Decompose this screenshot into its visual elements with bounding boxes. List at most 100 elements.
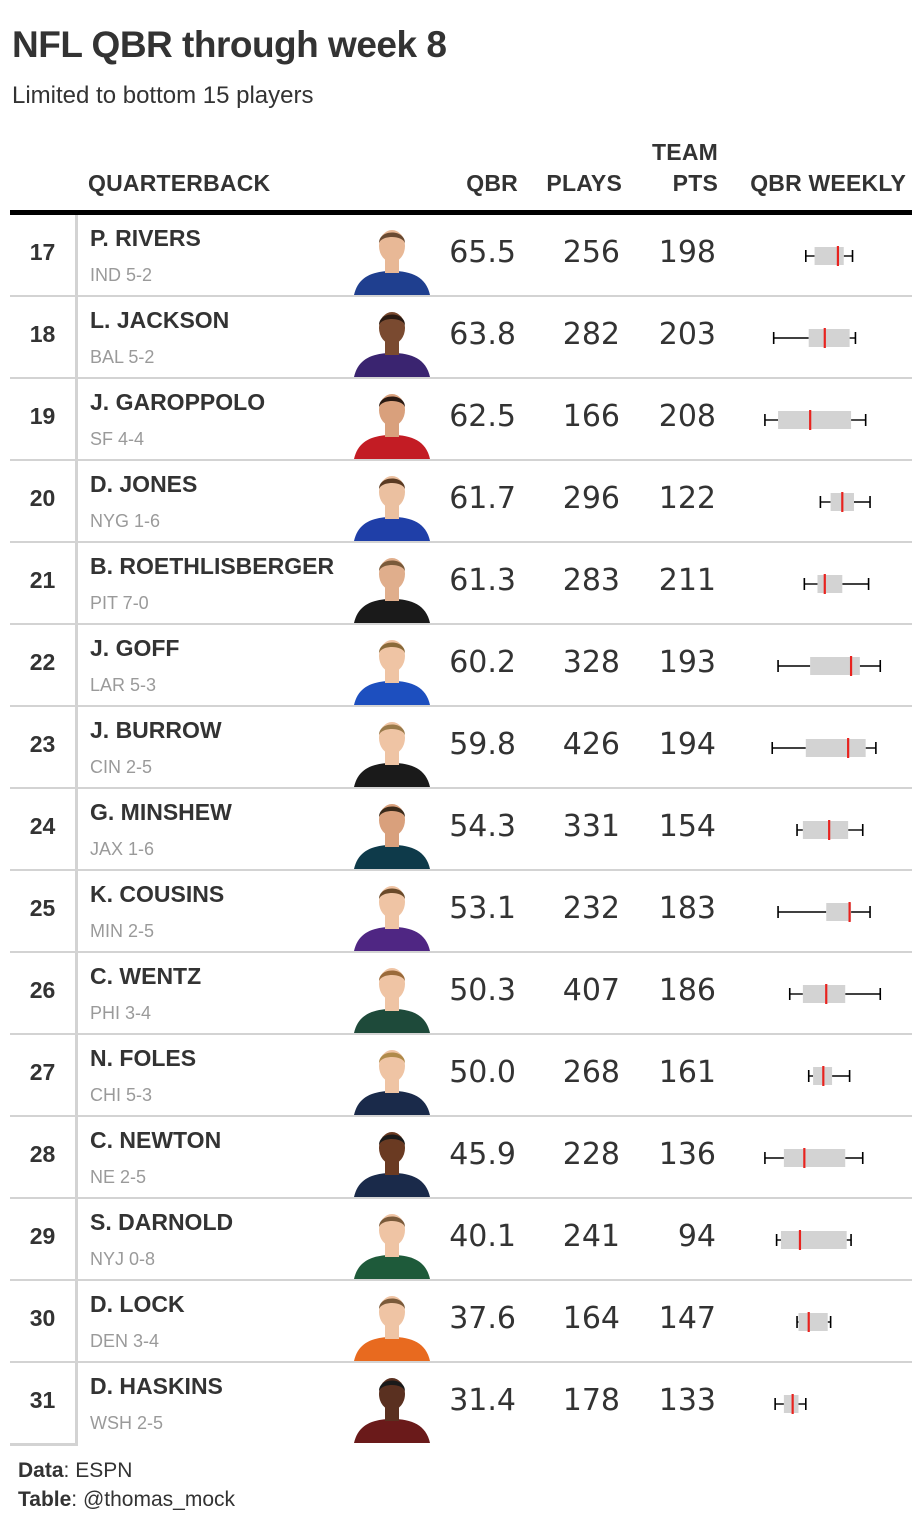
header-team-line2: PTS — [672, 170, 718, 196]
player-name: J. GAROPPOLO — [90, 389, 266, 415]
headshot-neck — [385, 1243, 399, 1257]
plays-value: 282 — [562, 317, 620, 352]
player-team-record: IND 5-2 — [90, 265, 153, 285]
player-name: D. HASKINS — [90, 1373, 223, 1399]
row-divider — [10, 1197, 912, 1199]
headshot-hair — [379, 724, 405, 735]
headshot-jersey — [354, 1009, 430, 1033]
qbr-weekly-boxplot — [777, 902, 871, 922]
player-name: B. ROETHLISBERGER — [90, 553, 335, 579]
team-points-value: 198 — [658, 235, 716, 270]
boxplot-iqr-box — [826, 903, 852, 921]
headshot-neck — [385, 669, 399, 683]
header-quarterback: QUARTERBACK — [88, 170, 271, 196]
footer-data-value: : ESPN — [63, 1459, 133, 1482]
header-qbr: QBR — [466, 170, 518, 196]
headshot-hair — [379, 1052, 405, 1063]
player-headshot — [354, 558, 430, 623]
headshot-neck — [385, 1161, 399, 1175]
row-divider — [10, 869, 912, 871]
player-rank: 24 — [29, 813, 56, 839]
qbr-value: 40.1 — [449, 1219, 516, 1254]
player-name: D. JONES — [90, 471, 198, 497]
headshot-jersey — [354, 599, 430, 623]
player-name: S. DARNOLD — [90, 1209, 234, 1235]
row-divider — [10, 1279, 912, 1281]
player-headshot — [354, 1214, 430, 1279]
table-row: 24 G. MINSHEW JAX 1-6 54.3 331 154 — [10, 789, 912, 871]
plays-value: 256 — [562, 235, 620, 270]
header-team-line1: TEAM — [652, 139, 718, 165]
table-row: 25 K. COUSINS MIN 2-5 53.1 232 183 — [10, 871, 912, 953]
headshot-hair — [379, 642, 405, 653]
team-points-value: 183 — [658, 891, 716, 926]
chart-title: NFL QBR through week 8 — [12, 24, 447, 65]
player-rank: 20 — [29, 485, 56, 511]
player-headshot — [354, 230, 430, 295]
headshot-face — [379, 1214, 405, 1246]
player-name: K. COUSINS — [90, 881, 225, 907]
qbr-value: 45.9 — [449, 1137, 516, 1172]
qbr-value: 60.2 — [449, 645, 516, 680]
player-team-record: PHI 3-4 — [90, 1003, 152, 1023]
qbr-weekly-boxplot — [777, 656, 882, 676]
team-points-value: 122 — [658, 481, 716, 516]
headshot-hair — [379, 396, 405, 407]
boxplot-iqr-box — [810, 657, 860, 675]
row-divider — [10, 787, 912, 789]
player-team-record: PIT 7-0 — [90, 593, 149, 613]
table-row: 18 L. JACKSON BAL 5-2 63.8 282 203 — [10, 297, 912, 379]
headshot-hair — [379, 888, 405, 899]
headshot-hair — [379, 1298, 405, 1309]
table-row: 21 B. ROETHLISBERGER PIT 7-0 61.3 283 211 — [10, 543, 912, 625]
headshot-neck — [385, 259, 399, 273]
row-divider — [10, 459, 912, 461]
headshot-face — [379, 1132, 405, 1164]
row-divider — [10, 295, 912, 297]
headshot-face — [379, 394, 405, 426]
player-rank: 23 — [29, 731, 56, 757]
headshot-neck — [385, 833, 399, 847]
player-rank: 25 — [29, 895, 56, 921]
footer-table-value: : @thomas_mock — [71, 1488, 236, 1511]
player-rank: 28 — [29, 1141, 56, 1167]
player-headshot — [354, 1296, 430, 1361]
rank-column-divider — [75, 215, 78, 1446]
table-row: 27 N. FOLES CHI 5-3 50.0 268 161 — [10, 1035, 912, 1117]
row-divider — [10, 951, 912, 953]
row-divider — [10, 705, 912, 707]
player-team-record: NYJ 0-8 — [90, 1249, 156, 1269]
qbr-weekly-boxplot — [772, 328, 857, 348]
qbr-value: 65.5 — [449, 235, 516, 270]
qbr-value: 53.1 — [449, 891, 516, 926]
qbr-weekly-boxplot — [803, 574, 870, 594]
boxplot-iqr-box — [814, 247, 844, 265]
headshot-jersey — [354, 845, 430, 869]
player-headshot — [354, 722, 430, 787]
plays-value: 232 — [562, 891, 620, 926]
headshot-jersey — [354, 1255, 430, 1279]
team-points-value: 147 — [658, 1301, 716, 1336]
qbr-value: 63.8 — [449, 317, 516, 352]
headshot-neck — [385, 423, 399, 437]
boxplot-iqr-box — [780, 1231, 847, 1249]
table-row: 19 J. GAROPPOLO SF 4-4 62.5 166 208 — [10, 379, 912, 461]
player-rank: 17 — [29, 239, 56, 265]
headshot-face — [379, 476, 405, 508]
qbr-weekly-boxplot — [774, 1394, 807, 1414]
table-row: 31 D. HASKINS WSH 2-5 31.4 178 133 — [10, 1363, 912, 1445]
plays-value: 426 — [562, 727, 620, 762]
headshot-face — [379, 558, 405, 590]
row-divider — [10, 1115, 912, 1117]
player-name: P. RIVERS — [90, 225, 201, 251]
table-row: 30 D. LOCK DEN 3-4 37.6 164 147 — [10, 1281, 912, 1363]
headshot-neck — [385, 587, 399, 601]
headshot-hair — [379, 806, 405, 817]
qbr-value: 37.6 — [449, 1301, 516, 1336]
headshot-face — [379, 1378, 405, 1410]
headshot-hair — [379, 232, 405, 243]
footer-table-credit: Table: @thomas_mock — [18, 1488, 235, 1512]
qbr-weekly-boxplot — [804, 246, 854, 266]
player-headshot — [354, 1378, 430, 1443]
player-team-record: NYG 1-6 — [90, 511, 161, 531]
